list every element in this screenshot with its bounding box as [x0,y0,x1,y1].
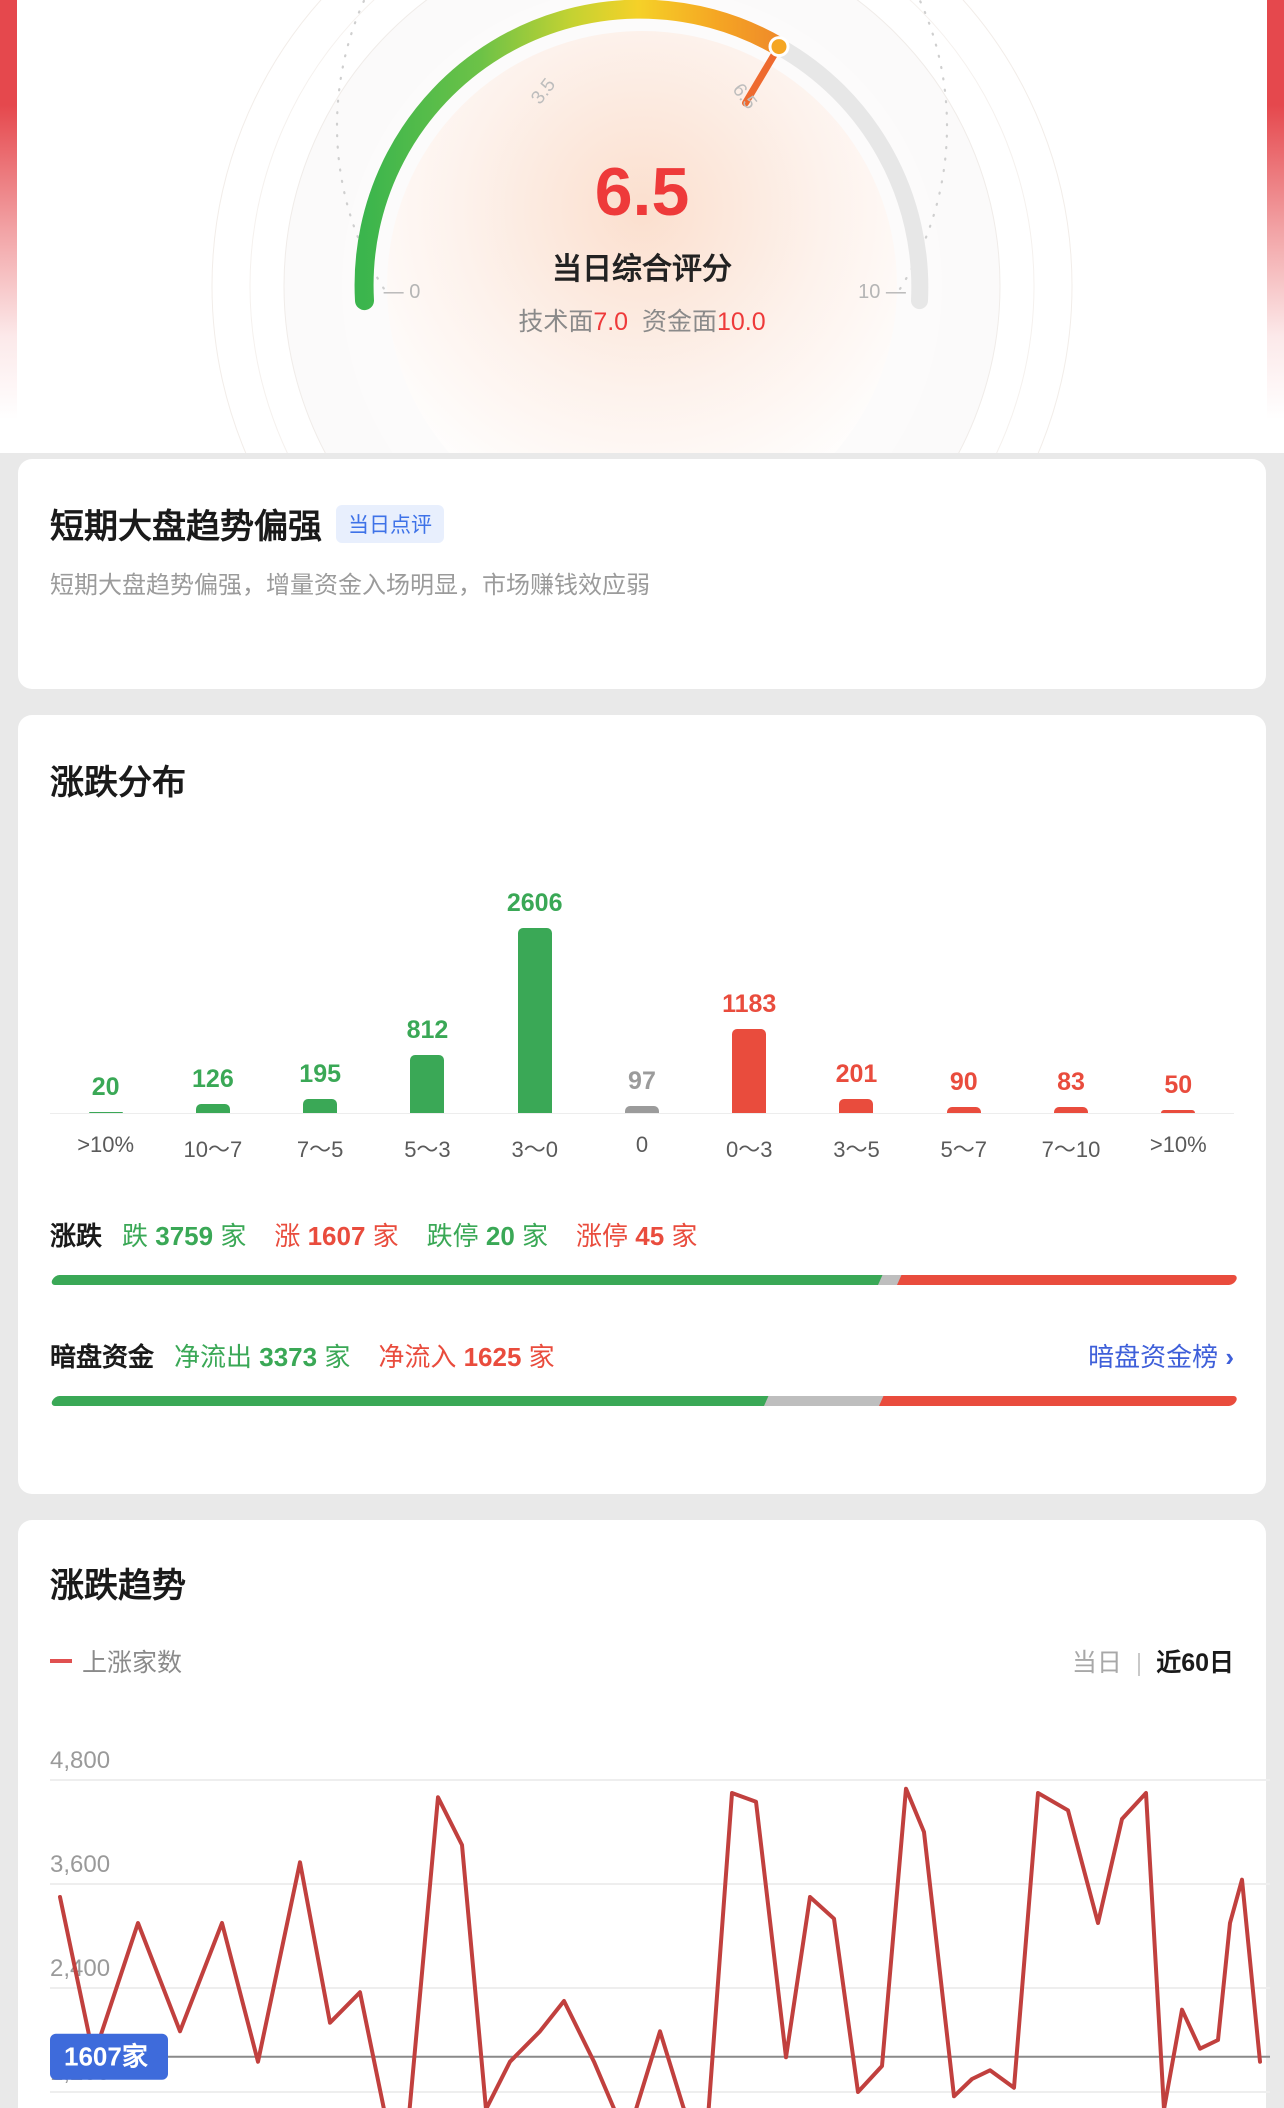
svg-text:4,800: 4,800 [50,1747,110,1774]
svg-text:3,600: 3,600 [50,1851,110,1878]
svg-text:2,400: 2,400 [50,1955,110,1982]
svg-text:1607家: 1607家 [64,2042,148,2072]
